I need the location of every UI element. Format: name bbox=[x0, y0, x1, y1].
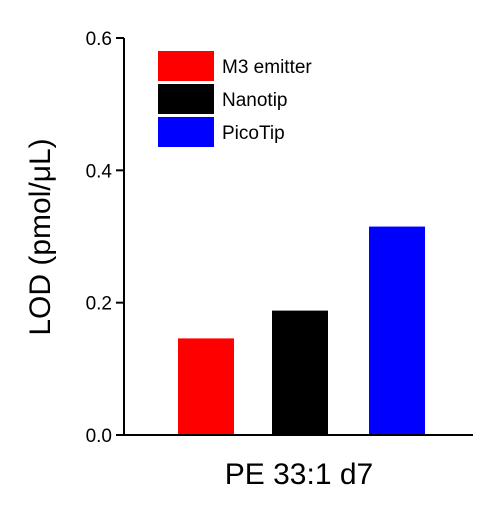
axes bbox=[123, 38, 473, 436]
legend: M3 emitter Nanotip PicoTip bbox=[158, 51, 312, 147]
x-axis-title: PE 33:1 d7 bbox=[225, 458, 373, 491]
y-axis-title: LOD (pmol/μL) bbox=[24, 138, 57, 335]
bar-picotip bbox=[369, 226, 425, 435]
legend-label: PicoTip bbox=[222, 123, 285, 144]
y-tick-label: 0.4 bbox=[86, 161, 113, 182]
bars bbox=[178, 226, 425, 435]
bar-nanotip bbox=[272, 310, 328, 435]
y-tick-label: 0.6 bbox=[86, 29, 112, 50]
bar-m3-emitter bbox=[178, 338, 234, 435]
legend-swatch bbox=[158, 117, 214, 147]
legend-swatch bbox=[158, 51, 214, 81]
legend-swatch bbox=[158, 84, 214, 114]
y-tick-label: 0.0 bbox=[86, 426, 112, 447]
legend-label: Nanotip bbox=[222, 90, 288, 111]
legend-label: M3 emitter bbox=[222, 57, 312, 78]
y-ticks: 0.0 0.2 0.4 0.6 bbox=[86, 29, 124, 447]
y-tick-label: 0.2 bbox=[86, 294, 112, 315]
